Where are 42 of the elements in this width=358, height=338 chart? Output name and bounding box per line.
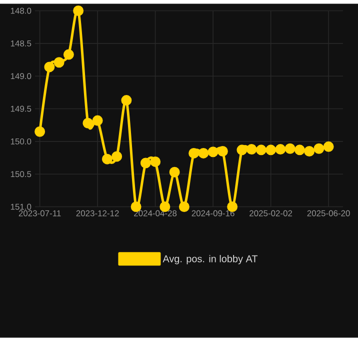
x-tick-label: 2024-09-16 bbox=[192, 210, 234, 216]
y-tick-label: 150.5 bbox=[10, 171, 32, 178]
point bbox=[34, 126, 46, 137]
point bbox=[73, 6, 84, 16]
y-tick-label: 148.5 bbox=[10, 40, 32, 47]
point bbox=[217, 146, 228, 157]
y-tick-label: 151.0 bbox=[10, 204, 32, 210]
y-tick-label: 150.0 bbox=[10, 138, 32, 145]
point bbox=[92, 115, 103, 126]
point bbox=[304, 146, 315, 157]
point bbox=[121, 95, 132, 106]
point bbox=[140, 158, 151, 168]
y-tick-label: 149.0 bbox=[10, 73, 32, 80]
point bbox=[112, 151, 122, 162]
x-tick-label: 2023-12-12 bbox=[76, 210, 119, 216]
point bbox=[54, 57, 64, 68]
x-tick-label: 2024-04-28 bbox=[134, 210, 177, 216]
point bbox=[188, 148, 200, 159]
point bbox=[246, 144, 257, 155]
legend-label: Avg. pos. in lobby AT bbox=[162, 255, 258, 264]
point bbox=[44, 62, 55, 72]
point bbox=[256, 144, 266, 156]
x-tick-label: 2025-02-02 bbox=[250, 210, 292, 216]
point bbox=[63, 49, 74, 60]
point bbox=[266, 144, 276, 156]
point bbox=[150, 156, 161, 168]
point bbox=[314, 143, 324, 154]
point bbox=[198, 148, 209, 159]
x-tick-label: 2025-06-20 bbox=[307, 210, 350, 216]
point bbox=[236, 144, 248, 156]
point bbox=[169, 167, 180, 178]
y-tick-label: 149.5 bbox=[10, 106, 32, 112]
point bbox=[275, 144, 286, 155]
point bbox=[178, 202, 190, 212]
y-tick-label: 148.0 bbox=[10, 8, 32, 14]
point bbox=[82, 118, 94, 128]
point bbox=[284, 143, 296, 154]
point bbox=[323, 142, 334, 152]
x-tick-label: 2023-07-11 bbox=[18, 210, 61, 216]
point bbox=[294, 144, 305, 156]
point bbox=[208, 146, 218, 158]
point bbox=[102, 154, 112, 164]
